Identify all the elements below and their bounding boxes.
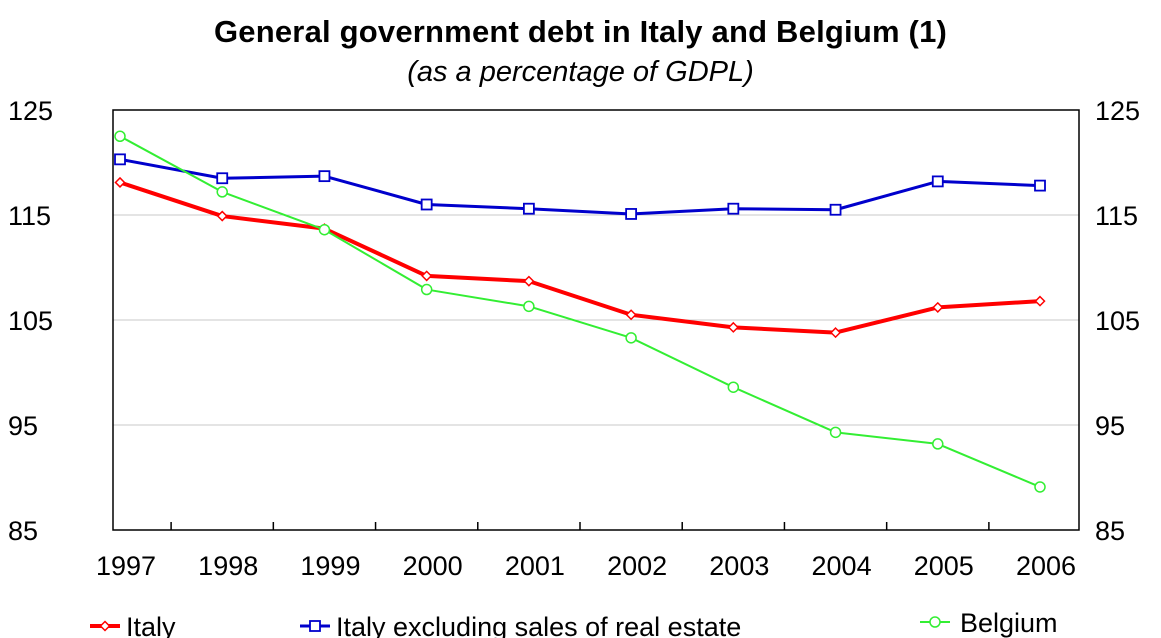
data-point	[420, 283, 433, 296]
data-point	[727, 202, 740, 215]
x-tick-label: 1999	[300, 551, 360, 581]
x-tick-label: 2000	[403, 551, 463, 581]
x-tick-label: 2002	[607, 551, 667, 581]
data-point	[929, 616, 941, 628]
data-point	[932, 438, 944, 450]
legend-label: Italy excluding sales of real estate	[336, 612, 741, 638]
data-point	[523, 300, 535, 313]
data-point	[216, 186, 228, 198]
data-point	[625, 332, 637, 344]
data-point	[522, 202, 535, 215]
x-tick-label: 2005	[914, 551, 974, 581]
data-point	[727, 381, 740, 393]
data-point	[829, 327, 842, 339]
legend-item-1: Italy excluding sales of real estate	[300, 612, 741, 638]
data-point	[420, 198, 433, 211]
data-point	[1034, 295, 1046, 307]
x-tick-label: 1997	[96, 551, 156, 581]
y-left-tick-label: 85	[8, 516, 38, 546]
y-right-tick-label: 85	[1095, 516, 1125, 546]
y-axis-left: 125 115 105 95 85	[8, 96, 53, 546]
legend-label: Belgium	[960, 608, 1058, 638]
y-right-tick-label: 105	[1095, 306, 1140, 336]
x-tick-label: 2003	[709, 551, 769, 581]
plot-area	[112, 109, 1080, 531]
series-0	[114, 176, 1046, 339]
legend-item-2: Belgium	[920, 608, 1058, 638]
x-tick-label: 2001	[505, 551, 565, 581]
data-point	[216, 172, 229, 185]
data-point	[625, 309, 637, 321]
y-right-tick-label: 115	[1095, 201, 1138, 231]
x-axis-ticks	[170, 522, 990, 530]
legend-label: Italy	[126, 612, 176, 638]
x-axis-labels: 1997 1998 1999 2000 2001 2002 2003 2004 2005 2006	[96, 551, 1076, 581]
data-point	[1034, 179, 1046, 192]
data-point	[932, 301, 944, 313]
data-point	[931, 175, 944, 188]
data-point	[99, 620, 111, 632]
chart-subtitle: (as a percentage of GDPL)	[407, 56, 754, 88]
series-line	[119, 157, 1041, 216]
series	[114, 130, 1046, 493]
y-left-tick-label: 95	[8, 411, 38, 441]
y-right-tick-label: 95	[1095, 411, 1125, 441]
legend: Italy Italy excluding sales of real estat…	[90, 608, 1058, 638]
data-point	[114, 176, 126, 189]
data-point	[318, 223, 331, 236]
data-point	[309, 620, 321, 632]
data-point	[421, 270, 433, 282]
y-right-tick-label: 125	[1095, 96, 1140, 126]
series-1	[114, 153, 1046, 220]
y-axis-right: 125 115 105 95 85	[1095, 96, 1140, 546]
x-tick-label: 1998	[198, 551, 258, 581]
legend-item-0: Italy	[90, 612, 176, 638]
data-point	[216, 210, 228, 222]
data-point	[114, 130, 126, 142]
data-point	[829, 426, 842, 439]
series-line	[119, 135, 1041, 488]
data-point	[114, 153, 126, 166]
x-tick-label: 2004	[812, 551, 872, 581]
data-point	[318, 170, 331, 183]
y-left-tick-label: 105	[8, 306, 53, 336]
data-point	[829, 203, 842, 216]
chart-title: General government debt in Italy and Bel…	[213, 14, 948, 49]
x-tick-label: 2006	[1016, 551, 1076, 581]
data-point	[727, 321, 739, 333]
y-left-tick-label: 125	[8, 96, 53, 126]
series-2	[114, 130, 1046, 493]
gridlines	[113, 214, 1079, 426]
data-point	[625, 208, 638, 220]
y-left-tick-label: 115	[8, 201, 51, 231]
series-line	[119, 180, 1041, 335]
data-point	[1034, 481, 1046, 493]
data-point	[523, 275, 535, 287]
